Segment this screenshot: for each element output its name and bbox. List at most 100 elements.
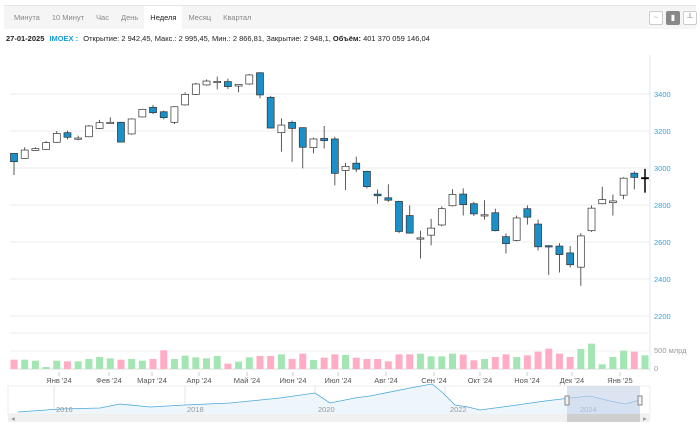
x-tick-label: Ноя '24: [514, 376, 540, 385]
navigator-handle[interactable]: [564, 395, 570, 406]
navigator-selection: [567, 386, 640, 414]
tab-6[interactable]: Квартал: [223, 13, 252, 22]
candle: [85, 125, 93, 138]
y-tick-label: 2600: [654, 238, 671, 247]
volume-bar: [138, 360, 146, 369]
volume-bar: [128, 358, 136, 369]
candle: [63, 132, 72, 138]
volume-bar: [213, 356, 221, 369]
volume-bar: [85, 358, 93, 369]
candle: [159, 111, 168, 119]
candle: [213, 81, 222, 83]
y-tick-label: 3200: [654, 127, 671, 136]
candle: [31, 148, 40, 151]
volume-bar: [448, 353, 456, 369]
tab-4[interactable]: Неделя: [144, 6, 183, 29]
volume-bar: [170, 358, 178, 369]
volume-bar: [42, 366, 50, 369]
x-tick-label: Март '24: [137, 376, 167, 385]
candle: [587, 207, 596, 232]
candle: [245, 74, 254, 85]
volume-bar: [277, 354, 285, 369]
volume-bar: [459, 354, 467, 369]
x-tick-label: Сен '24: [421, 376, 447, 385]
volume-bar: [106, 358, 114, 369]
candle: [352, 162, 361, 170]
volume-bar: [427, 356, 435, 369]
scrollbar-track[interactable]: [8, 414, 650, 422]
volume-bar: [534, 351, 542, 369]
volume-bar: [224, 363, 232, 369]
scrollbar-thumb[interactable]: [567, 414, 640, 422]
volume-bar: [384, 361, 392, 369]
low-value: 2 866,81,: [232, 34, 265, 43]
tab-0[interactable]: Минута: [14, 13, 40, 22]
ticker: IMOEX :: [49, 34, 79, 43]
line-chart-icon[interactable]: ~: [649, 11, 663, 25]
candle: [480, 214, 489, 217]
navigator-year-label: 2022: [450, 405, 467, 414]
candle: [416, 237, 425, 240]
scroll-right-icon: ▸: [643, 414, 647, 423]
volume-bar: [74, 361, 82, 369]
volume-bar: [491, 357, 499, 369]
x-tick-label: Июн '24: [279, 376, 306, 385]
tab-1[interactable]: 10 Минут: [51, 13, 85, 22]
candle: [266, 96, 275, 129]
bar-chart-icon[interactable]: ╨: [683, 11, 697, 25]
candle: [427, 227, 435, 236]
candle: [20, 149, 29, 159]
x-tick-label: Авг '24: [374, 376, 398, 385]
candle: [512, 217, 521, 241]
high-label: Макс.:: [154, 34, 177, 43]
open-label: Открытие:: [83, 34, 120, 43]
candle: [405, 215, 414, 234]
candle: [202, 80, 211, 86]
volume-bar: [395, 354, 403, 369]
volume-bar: [63, 361, 71, 369]
candle: [609, 200, 617, 203]
x-tick-label: Май '24: [234, 376, 261, 385]
candle: [502, 236, 510, 245]
candle: [459, 193, 468, 205]
candle: [555, 245, 564, 255]
navigator-handle[interactable]: [637, 395, 643, 406]
candle: [523, 208, 532, 218]
volume-bar: [588, 343, 596, 369]
volume-bar: [438, 356, 446, 369]
volume-bar: [641, 355, 649, 369]
candle: [149, 106, 157, 114]
x-tick-label: Июл '24: [324, 376, 351, 385]
volume-bar: [235, 361, 243, 369]
tab-5[interactable]: Месяц: [188, 13, 212, 22]
candle: [106, 121, 115, 124]
candle: [437, 208, 446, 226]
volume-bar: [10, 359, 18, 369]
candle: [42, 142, 50, 150]
candlestick-chart-icon[interactable]: ▮: [666, 11, 680, 25]
volume-label: Объём:: [332, 34, 361, 43]
tab-2[interactable]: Час: [96, 13, 109, 22]
volume-bar: [363, 358, 371, 369]
candle: [309, 138, 318, 149]
x-tick-label: Окт '24: [468, 376, 493, 385]
y-tick-label: 2400: [654, 275, 671, 284]
navigator-year-label: 2018: [187, 405, 204, 414]
volume-value: 401 370 059 146,04: [363, 34, 430, 43]
tab-3[interactable]: День: [120, 13, 139, 22]
volume-bar: [192, 357, 200, 369]
close-value: 2 948,1,: [303, 34, 331, 43]
volume-bar: [181, 355, 189, 369]
candle: [170, 106, 179, 123]
candle: [138, 109, 147, 118]
candle: [95, 122, 104, 129]
candle: [10, 153, 18, 163]
close-label: Закрытие:: [266, 34, 302, 43]
volume-bar: [96, 357, 104, 369]
x-tick-label: Янв '24: [46, 376, 71, 385]
candle: [544, 245, 553, 248]
volume-bar: [267, 356, 275, 369]
volume-bar: [470, 360, 478, 369]
candle: [491, 212, 500, 232]
